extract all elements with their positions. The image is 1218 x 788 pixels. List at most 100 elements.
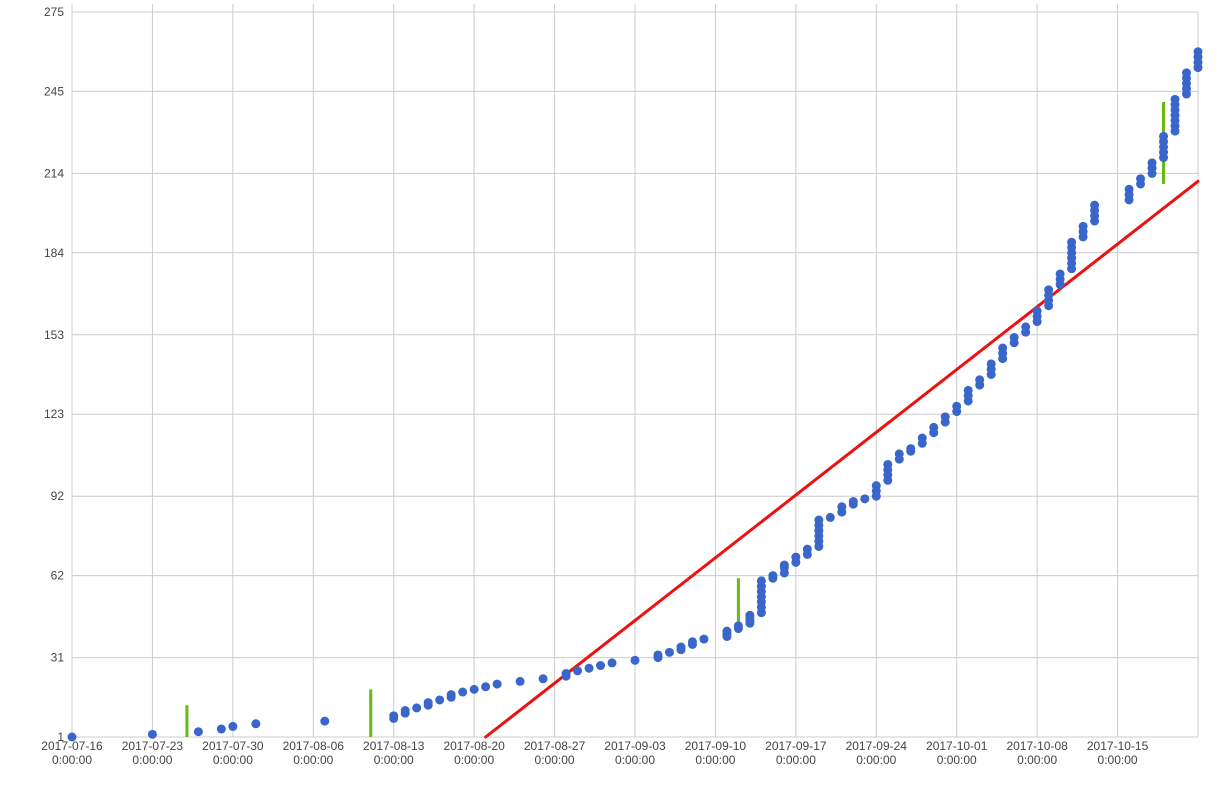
data-point: [492, 679, 502, 689]
data-point: [998, 343, 1008, 353]
x-tick-label: 2017-10-08 0:00:00: [1006, 739, 1068, 767]
x-tick-label-time: 0:00:00: [132, 753, 172, 767]
data-point: [1032, 306, 1042, 316]
data-point: [1055, 269, 1065, 279]
x-tick-label: 2017-08-20 0:00:00: [443, 739, 505, 767]
data-point: [1067, 237, 1077, 247]
data-point: [860, 494, 870, 504]
x-tick-label-date: 2017-10-01: [926, 739, 988, 753]
data-point: [802, 544, 812, 554]
data-point: [837, 502, 847, 512]
data-point: [1182, 68, 1192, 78]
data-point: [894, 449, 904, 459]
data-point: [538, 674, 548, 684]
data-point: [745, 610, 755, 620]
x-tick-label: 2017-09-24 0:00:00: [846, 739, 908, 767]
x-tick-label-time: 0:00:00: [535, 753, 575, 767]
y-tick-label: 92: [51, 489, 65, 503]
x-tick-label-time: 0:00:00: [1017, 753, 1057, 767]
x-tick-label-date: 2017-08-20: [443, 739, 505, 753]
data-point: [607, 658, 617, 668]
data-point: [1044, 285, 1054, 295]
data-point: [722, 626, 732, 636]
point-series: [67, 47, 1203, 742]
x-tick-label-date: 2017-08-27: [524, 739, 586, 753]
data-point: [791, 552, 801, 562]
data-point: [1009, 332, 1019, 342]
data-point: [596, 661, 606, 671]
data-point: [952, 401, 962, 411]
data-point: [228, 721, 238, 731]
x-tick-label-time: 0:00:00: [293, 753, 333, 767]
x-tick-label-time: 0:00:00: [374, 753, 414, 767]
data-point: [929, 422, 939, 432]
x-tick-label: 2017-08-13 0:00:00: [363, 739, 425, 767]
data-point: [1147, 158, 1157, 168]
data-point: [1193, 47, 1203, 57]
trendline-series: [484, 179, 1200, 739]
data-point: [400, 706, 410, 716]
data-point: [768, 571, 778, 581]
data-point: [216, 724, 226, 734]
trendline: [484, 179, 1200, 739]
data-point: [975, 375, 985, 385]
x-tick-label: 2017-10-01 0:00:00: [926, 739, 988, 767]
x-tick-label-date: 2017-08-13: [363, 739, 425, 753]
data-point: [1159, 131, 1169, 141]
y-tick-label: 62: [51, 569, 65, 583]
y-tick-label: 123: [44, 407, 64, 421]
x-tick-label-time: 0:00:00: [695, 753, 735, 767]
data-point: [699, 634, 709, 644]
x-tick-label-time: 0:00:00: [776, 753, 816, 767]
x-tick-label: 2017-09-03 0:00:00: [604, 739, 666, 767]
data-point: [1021, 322, 1031, 332]
y-tick-label: 214: [44, 166, 64, 180]
x-tick-label: 2017-08-06 0:00:00: [283, 739, 345, 767]
data-point: [469, 684, 479, 694]
data-point: [986, 359, 996, 369]
y-axis-ticks: 1 31 62 92 123 153 184 214 245 275: [44, 5, 64, 744]
data-point: [412, 703, 422, 713]
x-tick-label-date: 2017-10-08: [1006, 739, 1068, 753]
x-tick-label-time: 0:00:00: [52, 753, 92, 767]
x-tick-label: 2017-10-15 0:00:00: [1087, 739, 1149, 767]
data-point: [1090, 200, 1100, 210]
y-tick-label: 1: [57, 730, 64, 744]
data-point: [630, 655, 640, 665]
x-tick-label-date: 2017-09-24: [846, 739, 908, 753]
data-point: [193, 727, 203, 737]
data-point: [147, 729, 157, 739]
x-tick-label-time: 0:00:00: [454, 753, 494, 767]
data-point: [320, 716, 330, 726]
data-point: [1124, 184, 1134, 194]
y-tick-label: 153: [44, 328, 64, 342]
data-point: [573, 666, 583, 676]
x-tick-label-time: 0:00:00: [1098, 753, 1138, 767]
data-point: [917, 433, 927, 443]
data-point: [1078, 221, 1088, 231]
data-point: [940, 412, 950, 422]
x-tick-label: 2017-09-10 0:00:00: [685, 739, 747, 767]
x-tick-label: 2017-07-30 0:00:00: [202, 739, 264, 767]
data-point: [963, 385, 973, 395]
x-tick-label-date: 2017-09-17: [765, 739, 827, 753]
data-point: [67, 732, 77, 742]
data-point: [389, 711, 399, 721]
x-tick-label-date: 2017-09-03: [604, 739, 666, 753]
x-tick-label-time: 0:00:00: [937, 753, 977, 767]
x-tick-label-date: 2017-08-06: [283, 739, 345, 753]
x-tick-label-date: 2017-07-30: [202, 739, 264, 753]
y-tick-label: 184: [44, 246, 64, 260]
data-point: [814, 515, 824, 525]
data-point: [561, 668, 571, 678]
data-point: [756, 576, 766, 586]
y-tick-label: 275: [44, 5, 64, 19]
y-tick-label: 31: [51, 651, 65, 665]
data-point: [906, 444, 916, 454]
grid: [71, 4, 1199, 738]
x-tick-label-date: 2017-07-23: [122, 739, 184, 753]
data-point: [664, 647, 674, 657]
